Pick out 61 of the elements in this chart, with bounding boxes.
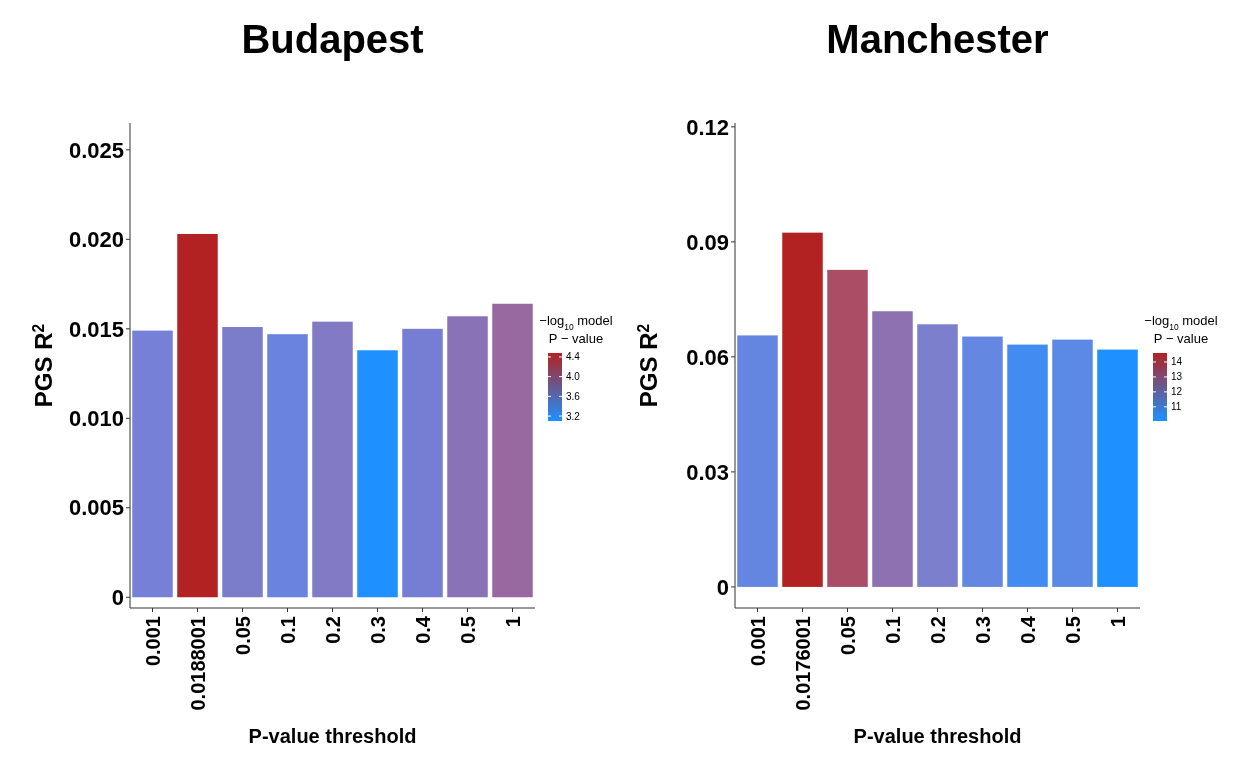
x-tick-label: 0.05 <box>231 616 254 655</box>
bar <box>222 327 263 598</box>
color-bar-label: 13 <box>1171 371 1183 383</box>
bar <box>872 311 913 587</box>
color-bar-label: 12 <box>1171 386 1183 398</box>
bar <box>962 336 1003 587</box>
color-bar-label: 4.4 <box>566 351 581 363</box>
color-bar-title: −log$_{10}$ model P − value <box>539 313 613 346</box>
x-tick-label: 0.2 <box>321 616 344 644</box>
bar <box>312 321 353 598</box>
bar <box>1007 344 1048 587</box>
x-tick-label: 0.0176001 <box>791 616 814 711</box>
x-tick-label: 0.1 <box>881 616 904 644</box>
color-bar-title: −log$_{10}$ model P − value <box>1144 313 1218 346</box>
color-bar-label: 14 <box>1171 356 1183 368</box>
bar <box>782 232 823 587</box>
x-tick-label: 0.4 <box>411 615 434 644</box>
bar <box>917 324 958 587</box>
x-tick-label: 0.3 <box>366 616 389 644</box>
y-tick-label: 0 <box>716 574 729 600</box>
x-tick-label: 0.2 <box>926 616 949 644</box>
chart-title: Manchester <box>826 17 1049 61</box>
y-tick-label: 0.12 <box>686 114 729 140</box>
y-tick-label: 0.025 <box>68 137 124 163</box>
bar <box>737 335 778 587</box>
x-axis-title: P-value threshold <box>853 725 1022 747</box>
x-tick-label: 0.1 <box>276 616 299 644</box>
x-tick-label: 0.0188001 <box>186 616 209 711</box>
x-tick-label: 0.05 <box>836 616 859 655</box>
bar <box>447 316 488 598</box>
bar <box>357 350 398 598</box>
color-bar-label: 3.6 <box>566 390 581 402</box>
bar <box>827 269 868 587</box>
x-tick-label: 0.3 <box>971 616 994 644</box>
y-tick-label: 0.010 <box>68 406 124 431</box>
color-bar-label: 11 <box>1171 401 1182 413</box>
x-tick-label: 0.5 <box>456 616 479 644</box>
bar <box>492 303 533 598</box>
color-bar-label: 3.2 <box>566 410 581 422</box>
bar <box>1097 349 1138 587</box>
bar <box>1052 339 1093 587</box>
x-tick-label: 1 <box>501 616 524 628</box>
chart-title: Budapest <box>241 17 424 61</box>
y-tick-label: 0.06 <box>686 344 729 370</box>
x-tick-label: 0.4 <box>1016 615 1039 644</box>
y-tick-label: 0.020 <box>68 227 124 253</box>
bar <box>177 233 218 598</box>
x-axis-title: P-value threshold <box>248 725 417 747</box>
x-tick-label: 0.001 <box>141 616 164 667</box>
x-tick-label: 0.001 <box>746 616 769 667</box>
color-bar-label: 4.0 <box>566 371 581 383</box>
y-tick-label: 0 <box>111 584 124 610</box>
bar <box>402 328 443 598</box>
bar <box>267 334 308 598</box>
y-tick-label: 0.005 <box>68 495 124 521</box>
x-tick-label: 0.5 <box>1061 616 1084 644</box>
bar <box>132 330 173 598</box>
x-tick-label: 1 <box>1106 616 1129 628</box>
y-tick-label: 0.03 <box>686 459 729 485</box>
y-tick-label: 0.09 <box>686 229 729 255</box>
y-tick-label: 0.015 <box>68 316 124 342</box>
